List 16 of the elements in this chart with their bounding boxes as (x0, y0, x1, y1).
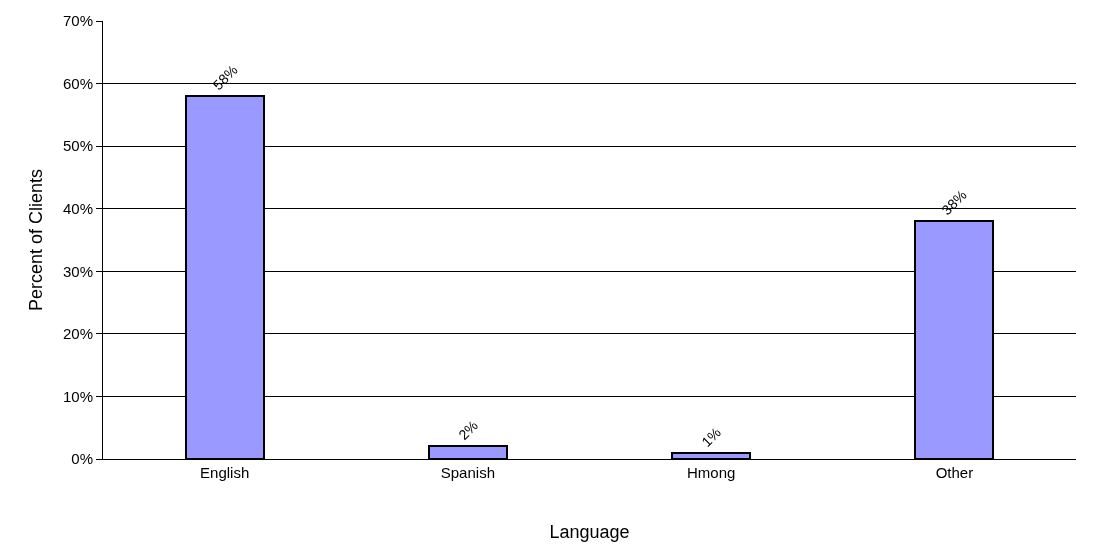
y-tick-label: 20% (62, 325, 93, 343)
x-tick-label: Other (935, 464, 974, 481)
y-tick-label: 70% (62, 12, 93, 30)
y-tick-label: 50% (62, 137, 93, 155)
y-tick-label: 0% (71, 450, 93, 468)
y-tick-label: 10% (62, 387, 93, 405)
x-axis-title: Language (549, 522, 630, 543)
y-tick-label: 40% (62, 199, 93, 217)
x-tick-label: Spanish (440, 464, 495, 481)
y-axis-title: Percent of Clients (26, 168, 47, 312)
y-tick-label: 60% (62, 74, 93, 92)
x-tick-label: Hmong (686, 464, 736, 481)
y-tick-label: 30% (62, 262, 93, 280)
data-label: 2% (455, 417, 481, 443)
data-label: 1% (698, 424, 724, 450)
x-tick-label: English (200, 464, 250, 481)
